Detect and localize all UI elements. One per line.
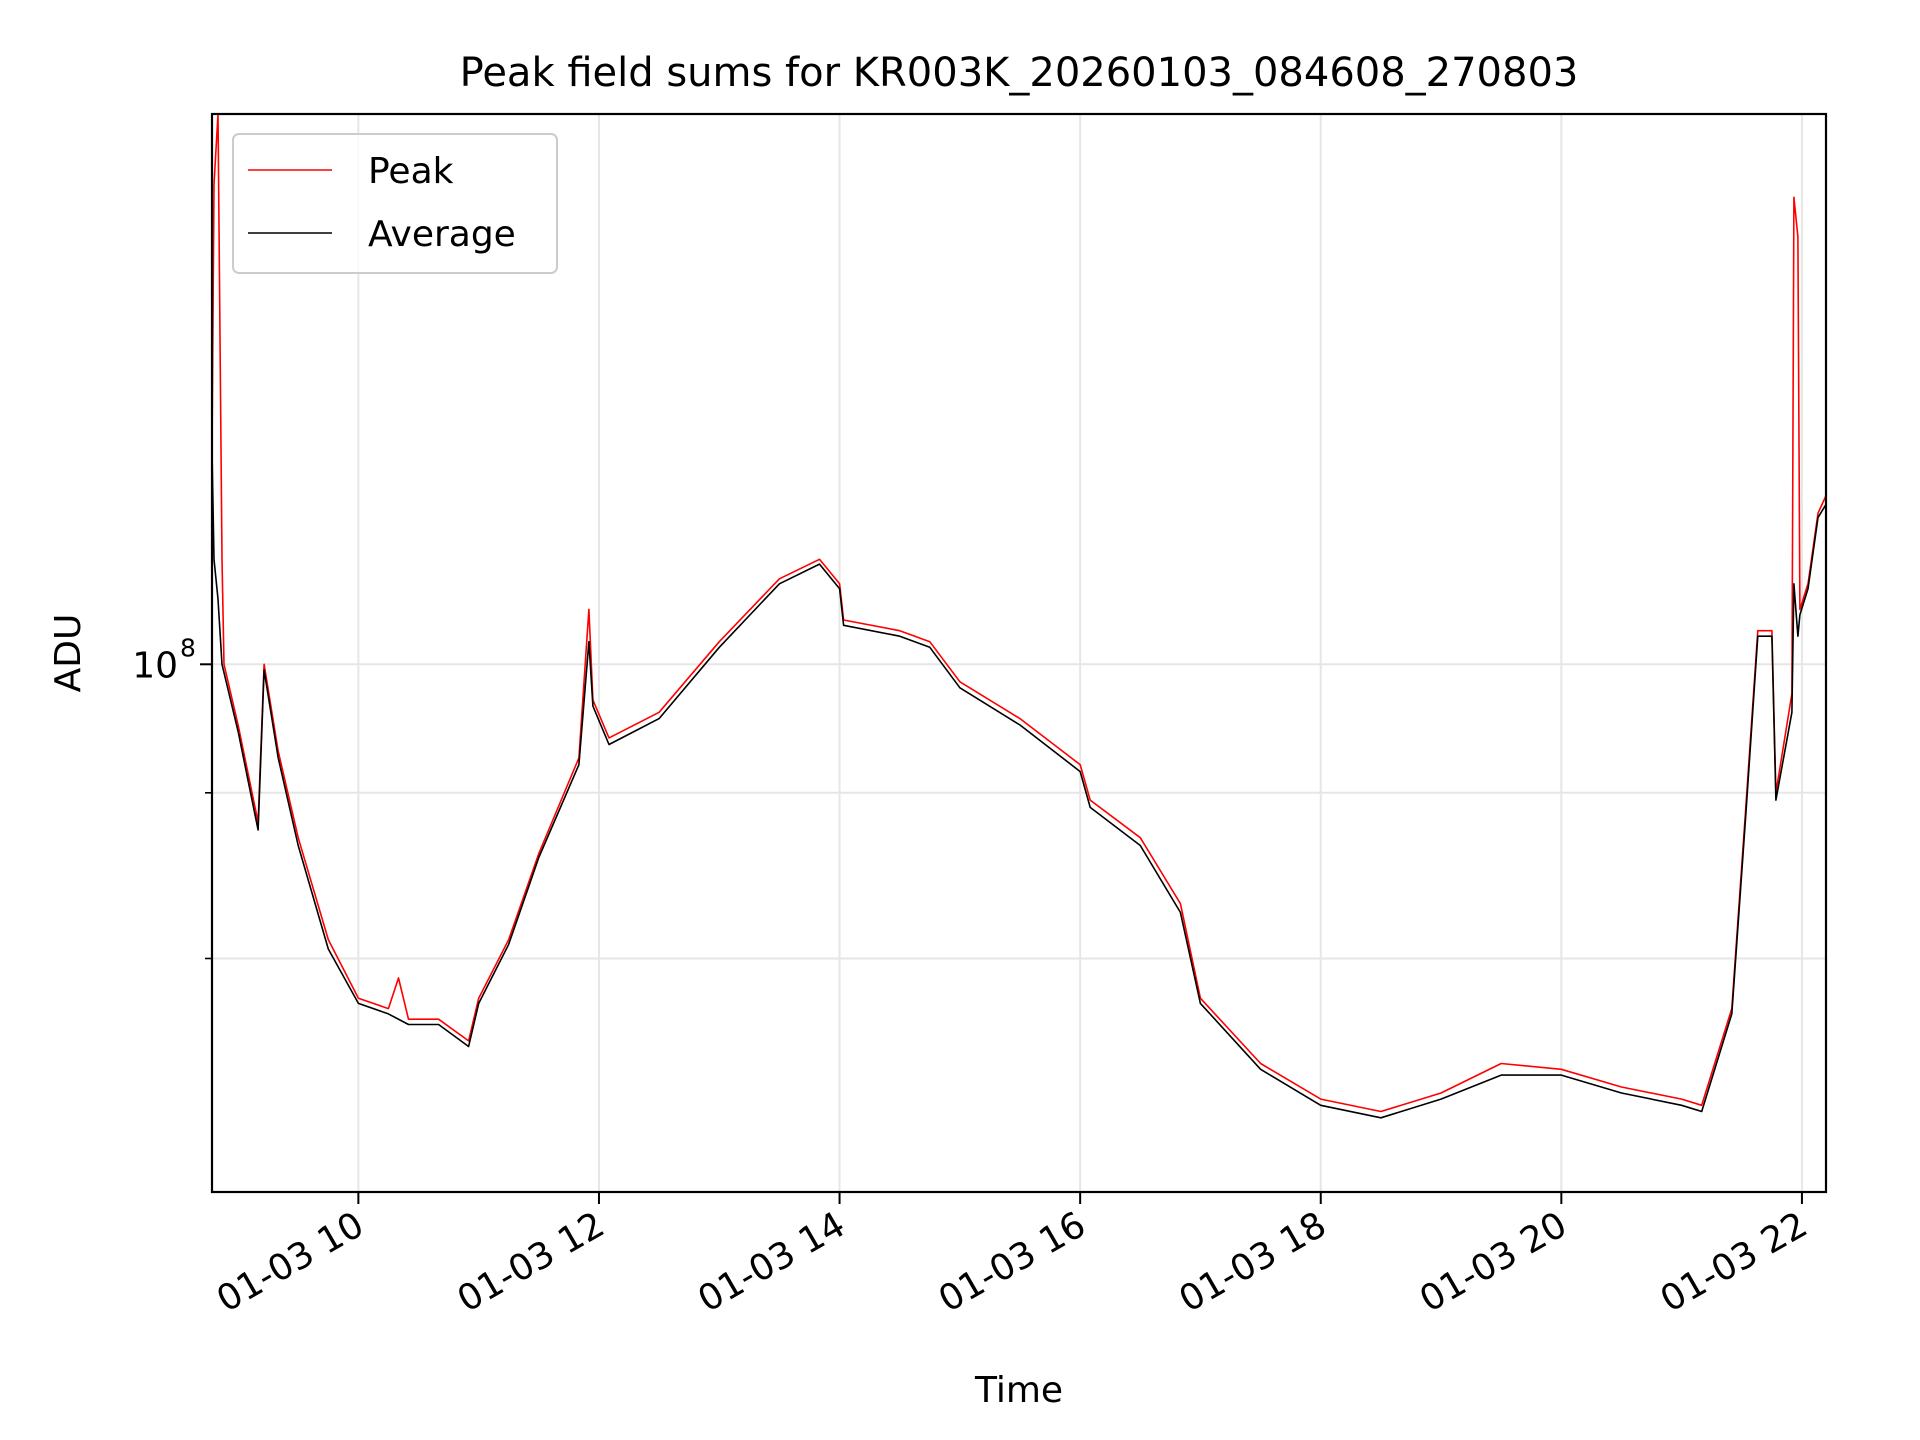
legend-label-peak: Peak — [368, 151, 454, 192]
grid — [212, 114, 1826, 1192]
legend: Peak Average — [232, 133, 558, 274]
legend-label-average: Average — [368, 214, 516, 255]
x-axis-label: Time — [974, 1370, 1063, 1411]
plot-series — [211, 113, 1827, 1119]
y-axis-label: ADU — [48, 614, 89, 693]
chart-title: Peak field sums for KR003K_20260103_0846… — [460, 50, 1579, 96]
y-tick-label-exponent: 8 — [180, 633, 196, 662]
legend-box — [232, 133, 558, 274]
y-tick-label: 10 — [132, 645, 178, 686]
series-line-average — [211, 450, 1827, 1119]
y-axis: 10 8 — [132, 633, 212, 960]
plot-frame — [210, 112, 1828, 1194]
